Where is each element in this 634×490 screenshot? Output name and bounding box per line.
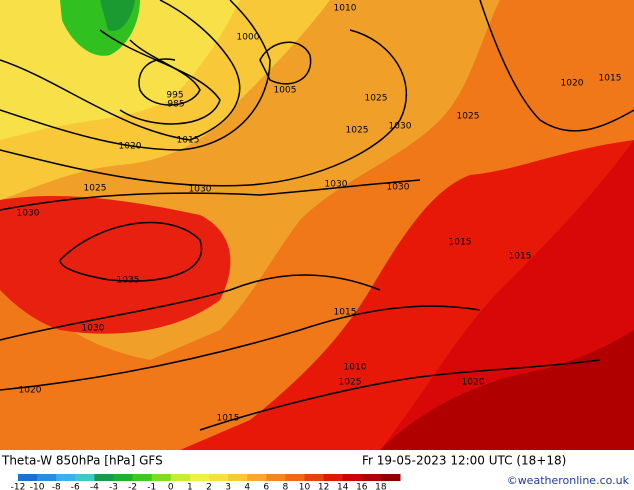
footer-band: [0, 450, 634, 490]
isobar-label: 1030: [325, 180, 348, 190]
colorbar-segment: [75, 474, 95, 481]
colorbar-segment: [94, 474, 114, 481]
colorbar-segment: [209, 474, 229, 481]
colorbar-segment: [151, 474, 172, 481]
colorbar-label: -2: [128, 483, 137, 490]
colorbar-segment: [247, 474, 267, 481]
isobar-label: 1015: [509, 252, 532, 262]
isobar-label: 1015: [217, 414, 240, 424]
isobar-label: 1020: [561, 79, 584, 89]
colorbar-label: 3: [225, 483, 231, 490]
colorbar-segment: [170, 474, 191, 481]
isobar-label: 1025: [339, 378, 362, 388]
isobar-label: 1015: [334, 308, 357, 318]
isobar-label: 1025: [346, 126, 369, 136]
colorbar-segment: [18, 474, 38, 481]
isobar-label: 1030: [189, 185, 212, 195]
isobar-label: 1000: [237, 33, 260, 43]
colorbar-segment: [266, 474, 286, 481]
isobar-label: 995: [166, 91, 183, 101]
colorbar-segment: [380, 474, 401, 481]
isobar-label: 1030: [387, 183, 410, 193]
isobar-label: 1030: [389, 122, 412, 132]
colorbar-label: 6: [263, 483, 269, 490]
isobar-label: 1025: [457, 112, 480, 122]
colorbar-label: 12: [318, 483, 329, 490]
isobars: [0, 0, 634, 431]
colorbar-label: 2: [206, 483, 212, 490]
colorbar-label: -3: [109, 483, 118, 490]
colorbar-label: 1: [187, 483, 193, 490]
colorbar-label: 16: [356, 483, 368, 490]
isobar-label: 1015: [177, 136, 200, 146]
colorbar-label: -12: [11, 483, 26, 490]
colorbar-segment: [37, 474, 57, 481]
isobar-label: 1020: [119, 142, 142, 152]
isobar-label: 1020: [462, 378, 485, 388]
map-title: Theta-W 850hPa [hPa] GFS: [1, 454, 163, 468]
colorbar-label: -1: [147, 483, 156, 490]
colorbar-segment: [132, 474, 153, 481]
isobar-label: 985: [167, 100, 184, 110]
colorbar-label: 14: [337, 483, 349, 490]
datetime: Fr 19-05-2023 12:00 UTC (18+18): [362, 454, 566, 468]
colorbar-segment: [304, 474, 325, 481]
colorbar-label: 8: [283, 483, 289, 490]
colorbar-segment: [189, 474, 210, 481]
colorbar-label: -10: [30, 483, 45, 490]
colorbar-label: 10: [299, 483, 311, 490]
isobar-label: 1030: [17, 209, 40, 219]
credit: ©weatheronline.co.uk: [507, 474, 630, 487]
isobar-label: 1015: [599, 74, 622, 84]
isobar-label: 1010: [344, 363, 367, 373]
isobar-label: 1015: [449, 238, 472, 248]
colorbar-label: 4: [244, 483, 250, 490]
colorbar-label: -4: [90, 483, 99, 490]
colorbar-segment: [361, 474, 382, 481]
colorbar-segment: [228, 474, 248, 481]
colorbar-segment: [56, 474, 76, 481]
colorbar-segment: [285, 474, 305, 481]
colorbar-label: -8: [52, 483, 61, 490]
isobar-label: 1025: [365, 94, 388, 104]
colorbar-label: 18: [375, 483, 387, 490]
isobar-label: 1020: [19, 386, 42, 396]
isobar-label: 1025: [84, 184, 107, 194]
isobar-label: 1010: [334, 4, 357, 14]
colorbar: -12 -10 -8 -6 -4 -3 -2 -1 0 1 2 3 4 6 8 10 12 14 16 18: [11, 474, 401, 490]
colorbar-segment: [342, 474, 363, 481]
colorbar-label: 0: [168, 483, 174, 490]
map-field: [0, 0, 634, 450]
isobar-label: 1035: [117, 276, 140, 286]
isobar-label: 1030: [82, 324, 105, 334]
isobar-label: 1005: [274, 86, 297, 96]
colorbar-segment: [113, 474, 134, 481]
colorbar-label: -6: [71, 483, 80, 490]
colorbar-segment: [323, 474, 344, 481]
